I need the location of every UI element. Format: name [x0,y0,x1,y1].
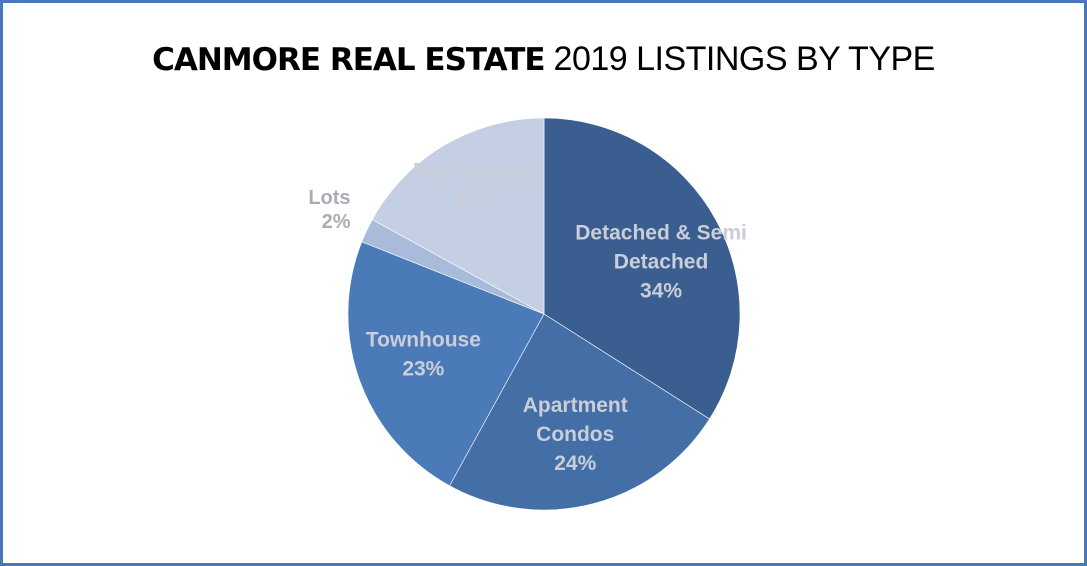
chart-title-bold: CANMORE REAL ESTATE [152,42,545,78]
pie-slice-detached-semi-detached [543,117,741,420]
pie-label-name: Recreational [413,159,539,182]
pie-label-recreational: Recreational 17% [413,159,539,211]
pie-slice-recreational [371,117,545,315]
pie-slice-apartment-condos [449,313,710,511]
pie-label-percent: 34% [640,279,682,302]
pie-label-percent: 17% [455,188,497,211]
pie-label-townhouse: Townhouse 23% [366,328,481,380]
pie-label-name: Condos [536,423,614,446]
pie-slices [347,117,741,511]
pie-label-percent: 2% [322,211,351,233]
pie-label-name: Lots [308,187,350,209]
pie-label-apartment-condos: Apartment Condos 24% [523,394,628,475]
pie-labels: Detached & Semi Detached 34% Apartment Condo… [308,159,746,475]
pie-label-name: Apartment [523,394,628,417]
pie-label-lots: Lots 2% [308,187,350,233]
pie-label-name: Townhouse [366,328,481,351]
chart-title-light: 2019 LISTINGS BY TYPE [553,40,936,78]
pie-slice-townhouse [347,241,545,487]
pie-label-name: Detached [614,250,709,273]
pie-label-name: Detached & Semi [575,221,747,244]
pie-label-percent: 23% [402,357,444,380]
pie-label-detached-semi-detached: Detached & Semi Detached 34% [575,221,747,302]
chart-title: CANMORE REAL ESTATE 2019 LISTINGS BY TYP… [0,40,1087,79]
pie-label-percent: 24% [554,452,596,475]
